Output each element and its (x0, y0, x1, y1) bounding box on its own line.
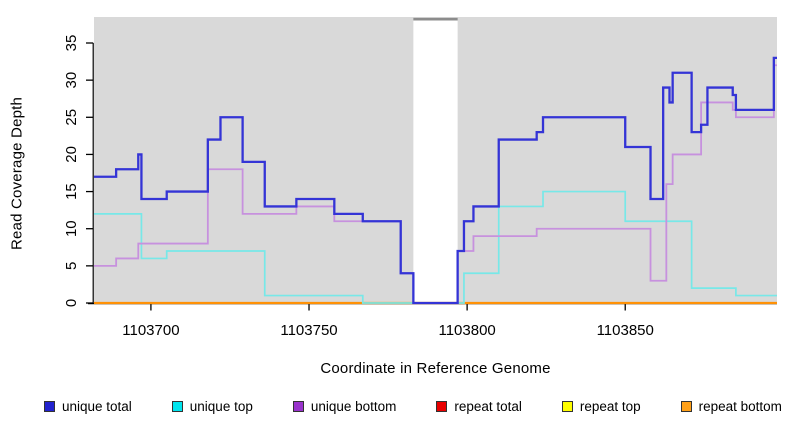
y-tick-label: 10 (63, 220, 80, 237)
legend-swatch-unique-total (44, 400, 55, 412)
y-tick-label: 25 (63, 109, 80, 126)
coverage-gap-band (413, 20, 458, 303)
y-tick-label: 30 (63, 72, 80, 89)
legend-swatch-unique-bottom (292, 400, 304, 412)
legend-item-unique-top: unique top (171, 398, 253, 414)
legend-item-unique-total: unique total (44, 399, 132, 414)
y-tick-label: 20 (63, 146, 80, 163)
x-tick-label: 1103750 (280, 322, 337, 339)
legend-swatch-unique-top (171, 400, 183, 412)
legend-label: repeat bottom (698, 398, 782, 414)
series-unique-top (94, 190, 777, 304)
legend-label: repeat top (579, 398, 641, 414)
x-tick-label: 1103800 (438, 322, 495, 339)
legend-item-repeat-bottom: repeat bottom (680, 398, 782, 414)
legend: unique total unique top unique bottom repea… (44, 395, 782, 417)
y-tick-label: 5 (63, 262, 80, 270)
legend-label: unique top (189, 398, 253, 414)
legend-swatch-repeat-total (436, 400, 448, 412)
legend-item-repeat-top: repeat top (561, 398, 641, 414)
legend-label: unique bottom (310, 398, 397, 414)
x-axis-title: Coordinate in Reference Genome (320, 360, 551, 377)
legend-label: unique total (62, 398, 132, 414)
y-tick-label: 0 (63, 299, 80, 307)
legend-swatch-repeat-bottom (680, 400, 692, 412)
x-tick-label: 1103850 (597, 322, 654, 339)
legend-item-repeat-total: repeat total (436, 399, 522, 414)
y-tick-label: 35 (63, 35, 80, 52)
legend-swatch-repeat-top (561, 400, 573, 412)
x-tick-label: 1103700 (122, 322, 179, 339)
legend-item-unique-bottom: unique bottom (292, 398, 397, 414)
y-tick-label: 15 (63, 183, 80, 200)
series-unique-bottom (94, 64, 777, 304)
y-axis-title: Read Coverage Depth (8, 96, 26, 250)
series-unique-total (94, 56, 777, 305)
legend-label: repeat total (454, 398, 522, 414)
